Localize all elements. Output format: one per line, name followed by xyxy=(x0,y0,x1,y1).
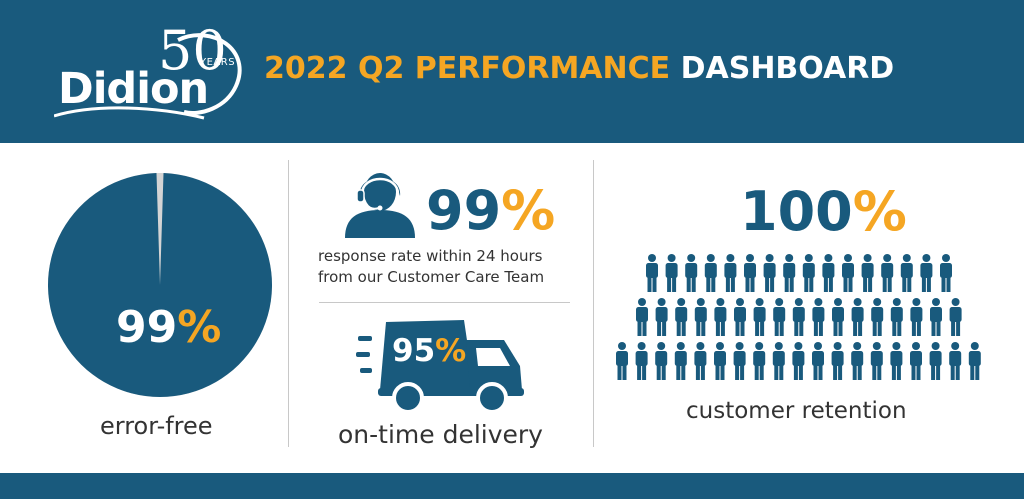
person-icon xyxy=(910,298,923,336)
person-icon xyxy=(694,298,707,336)
person-icon xyxy=(753,298,766,336)
response-rate-label-line2: from our Customer Care Team xyxy=(318,268,545,286)
person-icon xyxy=(930,298,942,336)
person-icon xyxy=(685,254,698,292)
error-free-value: 99% xyxy=(116,306,221,350)
error-free-percent-sign: % xyxy=(177,302,222,353)
error-free-pie-chart xyxy=(48,173,272,397)
person-icon xyxy=(831,342,844,380)
title-rest: DASHBOARD xyxy=(680,51,895,86)
person-icon xyxy=(900,254,913,292)
person-icon xyxy=(949,298,962,336)
person-icon xyxy=(704,254,717,292)
page-title: 2022 Q2 PERFORMANCE DASHBOARD xyxy=(264,54,894,84)
person-icon xyxy=(802,254,815,292)
footer-banner xyxy=(0,473,1024,499)
person-icon xyxy=(881,254,894,292)
person-icon xyxy=(772,342,785,380)
logo-anniversary-label: YEARS xyxy=(200,57,236,68)
person-icon xyxy=(733,342,746,380)
delivery-number: 95 xyxy=(392,333,436,369)
person-icon xyxy=(744,254,756,292)
retention-percent-sign: % xyxy=(852,180,907,243)
person-icon xyxy=(929,342,942,380)
person-icon xyxy=(636,298,648,336)
person-icon xyxy=(920,254,933,292)
pie-error-free-slice xyxy=(48,173,272,397)
person-icon xyxy=(694,342,707,380)
header-banner: Didion 50 YEARS 2022 Q2 PERFORMANCE DASH… xyxy=(0,0,1024,143)
delivery-percent-sign: % xyxy=(435,333,467,369)
person-icon xyxy=(851,298,864,336)
person-icon xyxy=(822,254,835,292)
company-logo: Didion 50 YEARS xyxy=(54,19,250,122)
person-icon xyxy=(724,254,737,292)
person-icon xyxy=(646,254,658,292)
response-rate-label-line1: response rate within 24 hours xyxy=(318,247,543,265)
person-icon xyxy=(812,298,825,336)
person-icon xyxy=(655,342,668,380)
person-icon xyxy=(890,298,903,336)
person-icon xyxy=(783,254,796,292)
person-icon xyxy=(870,342,883,380)
customer-service-agent-icon xyxy=(345,173,415,238)
person-icon xyxy=(871,298,884,336)
retention-value: 100% xyxy=(740,185,907,239)
retention-label: customer retention xyxy=(686,398,907,424)
person-icon xyxy=(714,342,726,380)
person-icon xyxy=(792,298,805,336)
person-icon xyxy=(734,298,746,336)
person-icon xyxy=(861,254,874,292)
person-icon xyxy=(773,298,786,336)
response-rate-number: 99 xyxy=(426,179,502,242)
person-icon xyxy=(635,342,648,380)
person-icon xyxy=(851,342,864,380)
person-icon xyxy=(665,254,678,292)
person-icon xyxy=(968,342,981,380)
person-icon xyxy=(763,254,776,292)
person-icon xyxy=(655,298,668,336)
person-icon xyxy=(674,342,687,380)
error-free-label: error-free xyxy=(100,412,213,440)
person-icon xyxy=(949,342,962,380)
person-icon xyxy=(792,342,805,380)
person-icon xyxy=(753,342,766,380)
divider-left xyxy=(288,160,289,447)
logo-wordmark: Didion xyxy=(58,64,209,114)
person-icon xyxy=(890,342,903,380)
response-rate-value: 99% xyxy=(426,184,555,238)
logo-anniversary-number: 50 xyxy=(158,19,227,82)
delivery-truck-icon xyxy=(356,320,524,414)
customer-crowd-icon-group xyxy=(616,254,981,380)
person-icon xyxy=(842,254,854,292)
delivery-value: 95% xyxy=(392,336,466,367)
divider-right xyxy=(593,160,594,447)
person-icon xyxy=(832,298,844,336)
title-accent: 2022 Q2 PERFORMANCE xyxy=(264,51,671,86)
person-icon xyxy=(714,298,727,336)
logo-swoosh xyxy=(54,33,242,120)
person-icon xyxy=(910,342,922,380)
response-rate-percent-sign: % xyxy=(501,179,556,242)
retention-number: 100 xyxy=(740,180,853,243)
delivery-label: on-time delivery xyxy=(338,420,543,449)
person-icon xyxy=(675,298,688,336)
error-free-number: 99 xyxy=(116,302,178,353)
person-icon xyxy=(616,342,628,380)
person-icon xyxy=(812,342,824,380)
divider-middle xyxy=(319,302,570,303)
person-icon xyxy=(940,254,952,292)
